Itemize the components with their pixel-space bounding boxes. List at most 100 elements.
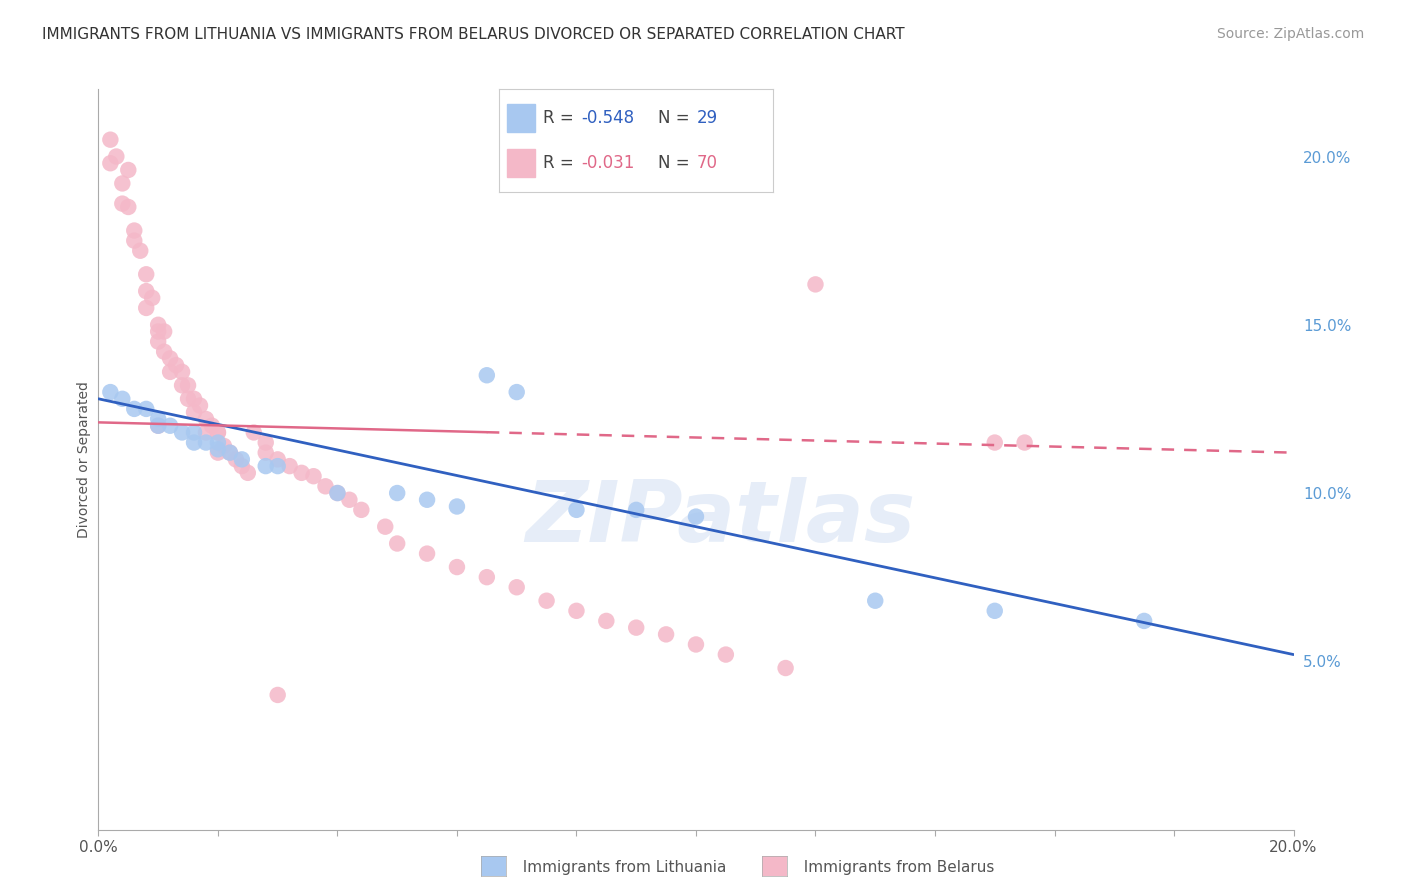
Text: -0.031: -0.031 (582, 154, 634, 172)
Point (626, 621, 648, 635)
Point (135, 284, 157, 298)
Point (177, 378, 200, 392)
Point (446, 500, 468, 514)
Point (236, 466, 259, 480)
Point (172, 365, 194, 379)
Point (148, 334, 170, 349)
Point (984, 435, 1007, 450)
Y-axis label: Divorced or Separated: Divorced or Separated (77, 381, 91, 538)
Point (291, 466, 314, 480)
Point (536, 593, 558, 607)
Point (804, 277, 827, 292)
Point (326, 486, 349, 500)
Text: ZIPatlas: ZIPatlas (524, 477, 915, 560)
Text: Immigrants from Lithuania: Immigrants from Lithuania (513, 860, 727, 874)
Text: 70: 70 (696, 154, 717, 172)
Point (565, 604, 588, 618)
Point (117, 200, 139, 214)
Point (135, 301, 157, 315)
Point (177, 392, 200, 406)
Point (685, 509, 707, 524)
Point (172, 378, 194, 392)
Point (183, 425, 205, 440)
Point (475, 570, 498, 584)
Point (124, 401, 146, 416)
Point (98, 133, 122, 147)
Text: -0.548: -0.548 (582, 109, 634, 127)
Point (105, 149, 128, 163)
Point (475, 368, 498, 383)
Point (254, 435, 277, 450)
Point (153, 344, 176, 359)
Point (714, 648, 737, 662)
Point (183, 435, 205, 450)
Point (416, 492, 439, 507)
Point (595, 614, 617, 628)
Point (141, 291, 163, 305)
Point (195, 412, 218, 426)
Point (201, 418, 224, 433)
Point (148, 418, 170, 433)
Point (385, 536, 409, 550)
Point (685, 637, 707, 651)
Point (117, 163, 139, 178)
Point (135, 268, 157, 282)
Point (207, 425, 229, 440)
Text: IMMIGRANTS FROM LITHUANIA VS IMMIGRANTS FROM BELARUS DIVORCED OR SEPARATED CORRE: IMMIGRANTS FROM LITHUANIA VS IMMIGRANTS … (42, 27, 905, 42)
Point (225, 452, 247, 467)
Point (183, 405, 205, 419)
Point (278, 459, 301, 474)
Point (124, 234, 146, 248)
Point (254, 459, 277, 474)
Point (207, 442, 229, 457)
Point (267, 688, 290, 702)
Text: 29: 29 (696, 109, 717, 127)
Point (775, 661, 797, 675)
Point (212, 439, 235, 453)
Point (111, 177, 134, 191)
Text: N =: N = (658, 109, 695, 127)
Point (446, 560, 468, 574)
Point (98, 156, 122, 170)
Point (231, 459, 253, 474)
Point (111, 196, 134, 211)
Point (219, 445, 242, 459)
Point (153, 325, 176, 339)
Point (148, 318, 170, 332)
Point (207, 445, 229, 459)
Text: N =: N = (658, 154, 695, 172)
Point (326, 486, 349, 500)
Point (865, 593, 887, 607)
Point (655, 627, 678, 641)
Point (315, 479, 337, 493)
Text: R =: R = (543, 154, 579, 172)
Point (195, 435, 218, 450)
Point (374, 519, 396, 533)
Text: R =: R = (543, 109, 579, 127)
Point (183, 392, 205, 406)
Point (165, 358, 187, 372)
Point (98, 385, 122, 400)
Point (148, 412, 170, 426)
Point (129, 244, 152, 258)
Point (267, 452, 290, 467)
Point (195, 425, 218, 440)
Point (254, 445, 277, 459)
Point (243, 425, 266, 440)
Point (416, 547, 439, 561)
Point (219, 445, 242, 459)
Text: Immigrants from Belarus: Immigrants from Belarus (794, 860, 995, 874)
Point (172, 425, 194, 440)
Text: Source: ZipAtlas.com: Source: ZipAtlas.com (1216, 27, 1364, 41)
Point (135, 401, 157, 416)
Point (385, 486, 409, 500)
Point (350, 503, 373, 517)
Bar (508, 149, 534, 178)
Point (207, 435, 229, 450)
Point (1133, 614, 1156, 628)
Point (148, 325, 170, 339)
Point (148, 418, 170, 433)
Point (984, 604, 1007, 618)
Point (626, 503, 648, 517)
Point (506, 580, 529, 594)
